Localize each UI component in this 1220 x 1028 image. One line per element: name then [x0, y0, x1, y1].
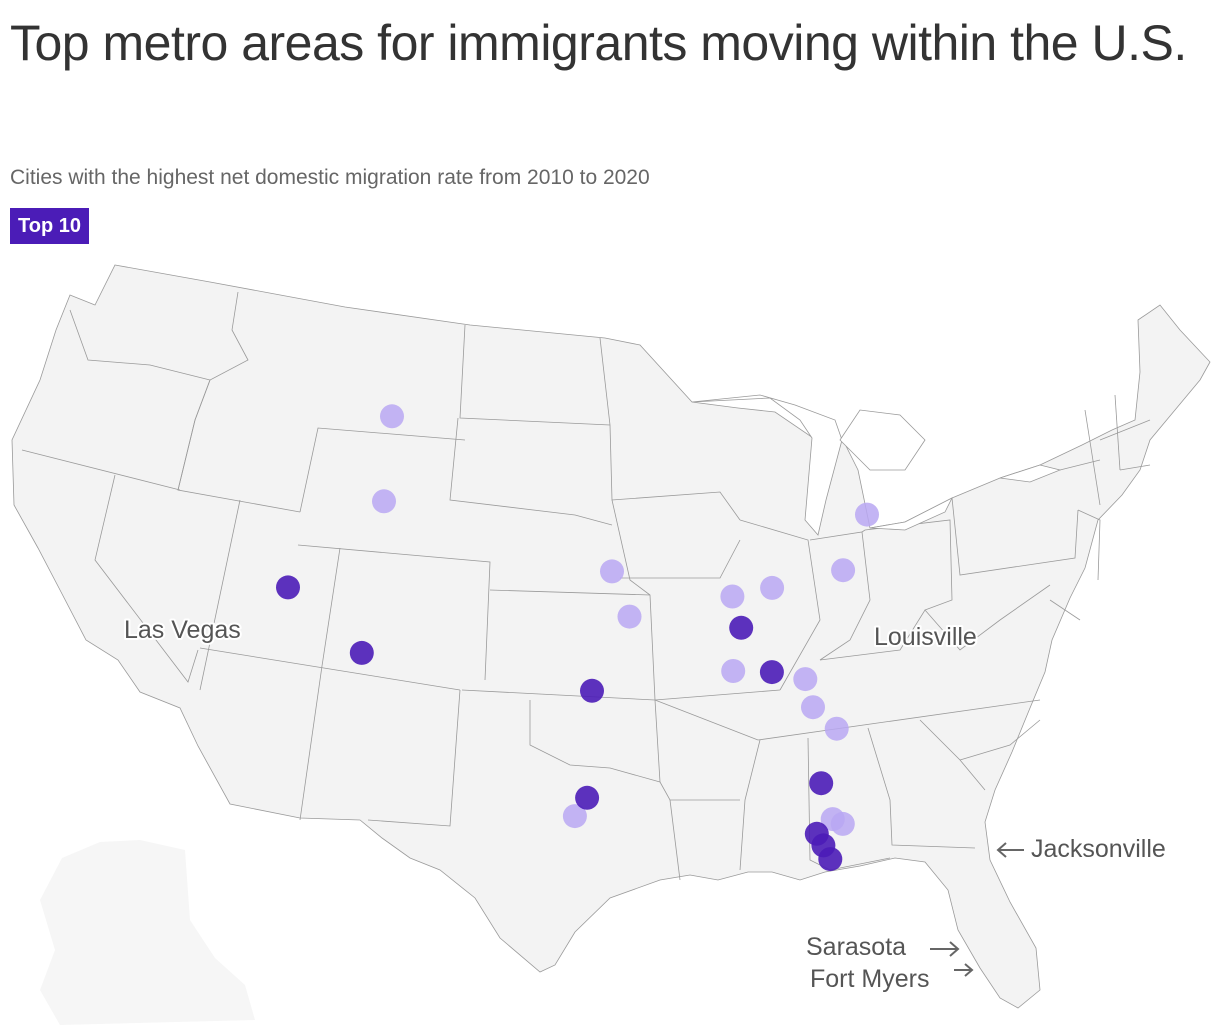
metro-dot-other: [617, 604, 642, 629]
chart-title: Top metro areas for immigrants moving wi…: [10, 15, 1187, 71]
alaska-shape: [40, 840, 255, 1025]
arrow-sarasota: [930, 941, 960, 957]
metro-dot-top10: [276, 575, 300, 600]
metro-dot-other: [372, 489, 396, 514]
label-arrows: [930, 842, 1024, 977]
metro-dot-other: [721, 659, 746, 683]
metro-dot-other: [760, 575, 785, 600]
label-las-vegas: Las Vegas: [124, 616, 241, 644]
legend-top10-badge: Top 10: [10, 208, 89, 244]
label-sarasota: Sarasota: [806, 933, 906, 961]
metro-dot-other: [380, 404, 404, 429]
metro-dot-top10: [349, 640, 374, 665]
great-lakes: [691, 394, 1062, 536]
metro-dot-top10: [759, 660, 784, 685]
arrow-jacksonville: [996, 842, 1024, 858]
metro-dot-other: [562, 804, 587, 829]
metro-dot-other: [793, 667, 818, 692]
chart-subtitle: Cities with the highest net domestic mig…: [10, 166, 650, 189]
us-map: Las Vegas Louisville Jacksonville Saraso…: [0, 250, 1220, 1028]
metro-dot-other: [824, 716, 849, 741]
metro-dot-other: [855, 502, 879, 527]
label-louisville: Louisville: [874, 623, 977, 651]
metro-dot-other: [830, 811, 855, 836]
metro-dots: [276, 404, 879, 872]
metro-dot-top10: [575, 785, 600, 810]
arrow-fort-myers: [954, 963, 974, 977]
label-jacksonville: Jacksonville: [1031, 835, 1166, 863]
metro-dot-other: [720, 584, 745, 609]
state-borders: [21, 291, 1151, 881]
metro-dot-top10: [818, 847, 843, 872]
metro-dot-top10: [580, 678, 604, 703]
metro-dot-top10: [809, 771, 834, 796]
metro-dot-other: [801, 695, 825, 720]
metro-dot-other: [831, 558, 856, 583]
metro-dot-other: [600, 559, 624, 584]
metro-dot-top10: [729, 615, 754, 640]
label-fort-myers: Fort Myers: [810, 965, 929, 993]
